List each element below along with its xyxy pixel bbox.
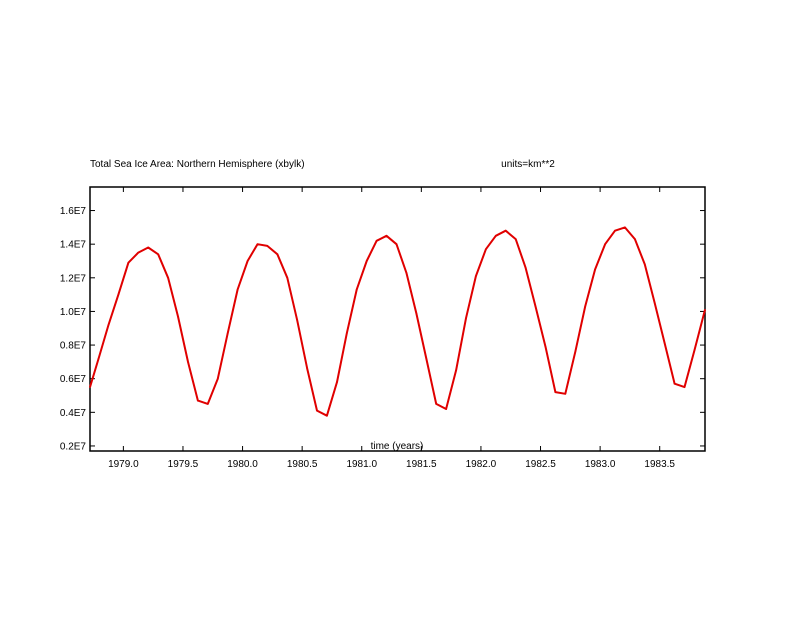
data-point — [236, 288, 239, 291]
data-point — [704, 309, 706, 311]
data-point — [594, 268, 596, 271]
data-point — [564, 393, 567, 395]
data-point — [127, 261, 130, 264]
data-point — [177, 315, 179, 318]
data-point — [187, 361, 189, 363]
y-tick-label: 0.8E7 — [60, 341, 87, 352]
units-label: units=km**2 — [501, 159, 555, 170]
x-tick-label: 1979.0 — [108, 459, 139, 470]
data-point — [395, 243, 398, 245]
data-point — [316, 409, 318, 412]
data-point — [296, 319, 298, 321]
y-tick-label: 1.2E7 — [60, 273, 87, 284]
y-tick-label: 0.2E7 — [60, 441, 87, 452]
data-point — [693, 349, 696, 351]
x-tick-label: 1981.5 — [406, 459, 437, 470]
data-point — [157, 253, 159, 256]
data-point — [385, 235, 388, 237]
x-tick-label: 1980.0 — [227, 459, 258, 470]
data-point — [544, 345, 547, 348]
data-point — [286, 277, 289, 279]
chart-title: Total Sea Ice Area: Northern Hemisphere … — [90, 159, 305, 170]
data-point — [97, 357, 100, 360]
data-point — [276, 253, 279, 256]
data-point — [554, 391, 557, 393]
x-tick-label: 1982.5 — [525, 459, 556, 470]
data-point — [246, 260, 249, 262]
data-point — [534, 305, 537, 308]
data-point — [226, 332, 229, 335]
data-point — [445, 408, 447, 410]
data-point — [167, 277, 169, 279]
y-tick-label: 1.6E7 — [60, 206, 87, 217]
data-point — [634, 238, 636, 240]
data-point — [683, 386, 686, 388]
data-point — [355, 288, 358, 291]
data-point — [604, 243, 606, 245]
data-point — [266, 245, 269, 247]
data-point — [217, 377, 219, 380]
data-point — [514, 238, 517, 240]
data-point — [405, 272, 408, 274]
data-point — [584, 305, 586, 308]
x-tick-label: 1979.5 — [168, 459, 199, 470]
data-point — [107, 324, 110, 326]
data-point — [365, 260, 368, 262]
x-axis-label: time (years) — [371, 441, 424, 452]
data-point — [435, 403, 438, 405]
data-point — [415, 312, 418, 314]
y-tick-label: 1.0E7 — [60, 307, 87, 318]
data-point — [425, 357, 428, 360]
data-point — [644, 263, 646, 266]
y-tick-label: 0.6E7 — [60, 374, 87, 385]
data-point — [326, 414, 328, 417]
y-axis: 0.2E7 0.4E7 0.6E7 0.8E7 1.0E7 1.2E7 1.4E7 1.6E7 — [60, 206, 705, 452]
data-point — [495, 235, 497, 237]
data-points — [89, 226, 706, 417]
y-tick-label: 0.4E7 — [60, 408, 87, 419]
data-point — [147, 246, 149, 249]
x-tick-label: 1983.0 — [585, 459, 616, 470]
data-point — [137, 251, 140, 254]
x-tick-label: 1983.5 — [644, 459, 675, 470]
data-point — [306, 367, 309, 370]
y-tick-label: 1.4E7 — [60, 240, 87, 251]
data-point — [89, 386, 91, 388]
data-point — [465, 317, 467, 320]
data-point — [574, 351, 577, 353]
data-point — [485, 248, 487, 250]
data-point — [117, 293, 120, 296]
data-point — [475, 275, 477, 277]
data-point — [375, 240, 378, 242]
data-point — [663, 342, 666, 345]
data-point — [673, 382, 676, 385]
data-point — [614, 229, 616, 232]
data-point — [346, 332, 348, 335]
data-point — [336, 381, 338, 383]
data-point — [504, 229, 507, 232]
data-point — [455, 369, 457, 372]
plot-frame — [89, 186, 706, 452]
data-point — [653, 302, 656, 304]
data-point — [624, 226, 626, 229]
data-point — [256, 243, 259, 245]
data-point — [197, 399, 199, 402]
x-tick-label: 1982.0 — [466, 459, 497, 470]
data-point — [524, 266, 527, 269]
x-tick-label: 1981.0 — [346, 459, 377, 470]
data-point — [207, 403, 209, 405]
sea-ice-area-series-line — [89, 226, 706, 417]
x-tick-label: 1980.5 — [287, 459, 318, 470]
x-axis: 1979.0 1979.5 1980.0 1980.5 1981.0 1981.5 1982… — [108, 187, 675, 470]
